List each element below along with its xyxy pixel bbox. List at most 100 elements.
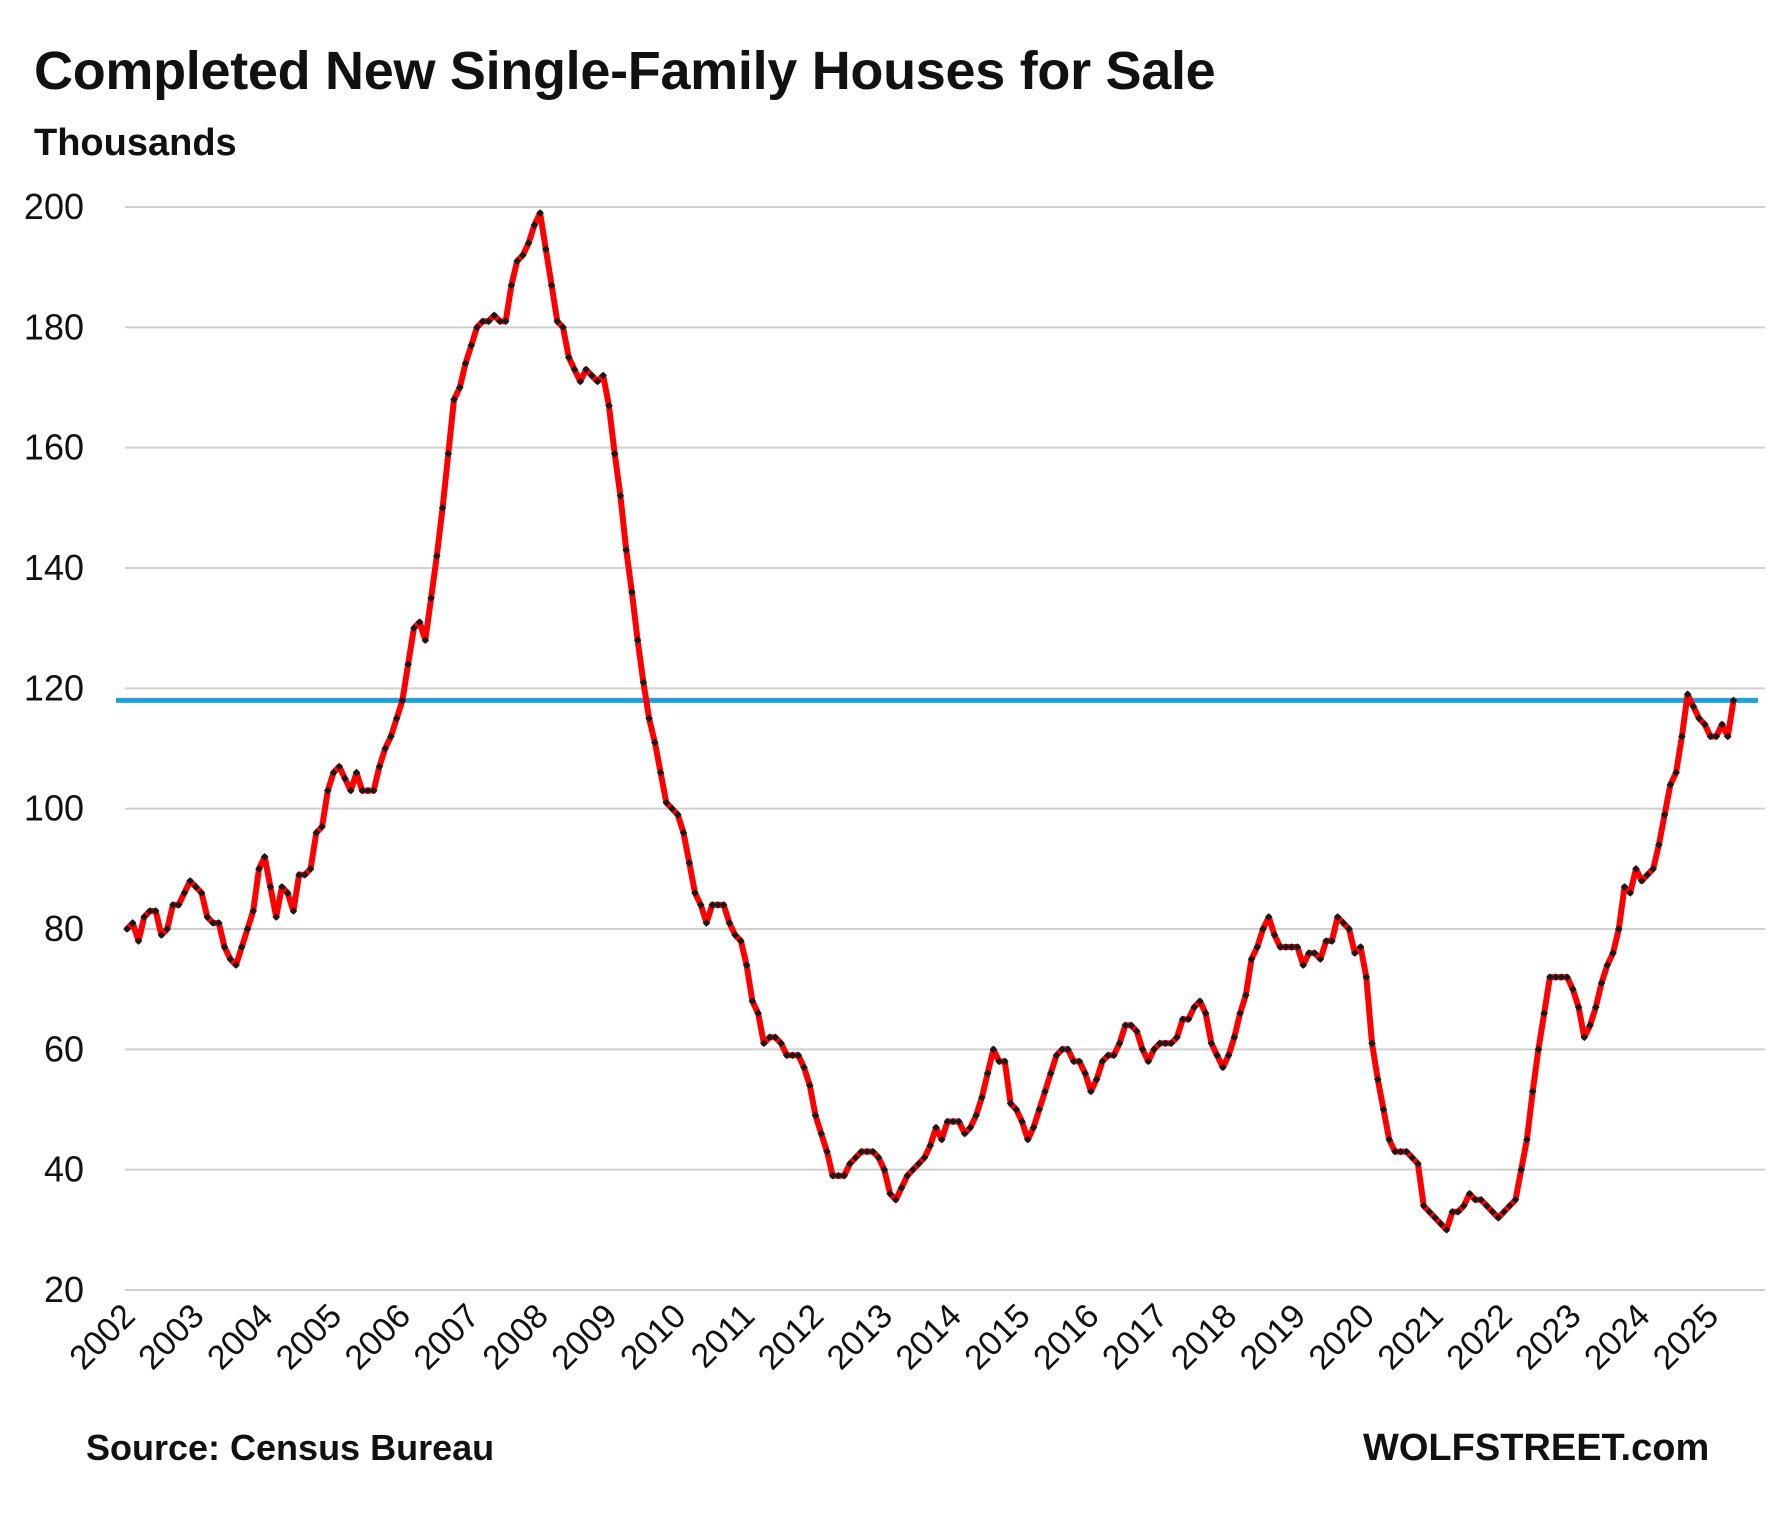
data-point [180, 889, 189, 897]
data-point [725, 919, 734, 927]
y-axis-ticks: 20 40 60 80 100 120 140 160 180 200 [24, 186, 84, 1310]
y-tick-label: 80 [44, 908, 84, 949]
data-point [869, 1147, 877, 1156]
data-point [1528, 1087, 1537, 1096]
data-point [306, 865, 315, 873]
grid-lines [125, 206, 1765, 1291]
data-point [857, 1147, 866, 1156]
data-point [783, 1051, 791, 1060]
data-point [232, 961, 240, 969]
data-point [1701, 720, 1709, 729]
data-point [1523, 1135, 1531, 1144]
data-point [1632, 865, 1640, 873]
data-point [599, 371, 608, 380]
data-point [260, 853, 269, 861]
x-tick-label: 2009 [544, 1297, 624, 1377]
data-point [1431, 1214, 1439, 1222]
data-point [874, 1153, 883, 1162]
data-point [1069, 1057, 1078, 1066]
data-point [519, 251, 527, 259]
data-point [1115, 1039, 1124, 1048]
chart-subtitle: Thousands [34, 122, 237, 164]
series-line [124, 210, 1737, 1233]
data-point [731, 931, 739, 939]
data-point [846, 1159, 854, 1168]
data-point [1465, 1189, 1474, 1198]
data-point [151, 907, 160, 915]
x-tick-label: 2021 [1370, 1297, 1450, 1377]
data-point [507, 281, 516, 290]
data-point [1494, 1214, 1503, 1222]
data-point [587, 371, 596, 380]
data-point [1626, 889, 1635, 897]
data-point [1270, 931, 1279, 939]
data-point [1075, 1057, 1084, 1066]
chart-title: Completed New Single-Family Houses for S… [34, 41, 1216, 101]
data-point [1373, 1075, 1382, 1084]
data-point [1081, 1069, 1089, 1078]
x-tick-label: 2019 [1233, 1297, 1313, 1377]
data-point [949, 1117, 957, 1126]
data-point [1127, 1021, 1135, 1030]
data-point [1368, 1039, 1376, 1048]
data-point [570, 365, 579, 374]
data-point [1121, 1021, 1130, 1030]
data-point [760, 1039, 768, 1048]
data-point [249, 907, 258, 915]
y-tick-label: 140 [24, 547, 84, 588]
data-point [1264, 913, 1273, 921]
data-point [134, 937, 143, 945]
series-layer [123, 209, 1738, 1234]
data-point [1356, 943, 1365, 951]
data-point [375, 762, 384, 771]
data-point [1729, 696, 1738, 705]
data-point [301, 871, 309, 879]
x-tick-label: 2015 [957, 1297, 1037, 1377]
data-point [1345, 925, 1353, 933]
data-point [1609, 949, 1617, 957]
data-point [1408, 1153, 1416, 1162]
data-point [547, 281, 556, 290]
data-point [639, 678, 648, 687]
data-point [610, 449, 619, 458]
data-point [1167, 1039, 1176, 1048]
x-tick-label: 2011 [684, 1297, 763, 1376]
data-point [1138, 1045, 1147, 1054]
data-point [582, 365, 590, 374]
x-tick-label: 2020 [1302, 1297, 1382, 1377]
data-point [169, 901, 177, 909]
data-point [1155, 1039, 1164, 1048]
brand-watermark: WOLFSTREET.com [1363, 1427, 1710, 1469]
data-point [1064, 1045, 1072, 1054]
data-point [157, 931, 166, 939]
data-point [863, 1147, 871, 1156]
data-point [1196, 997, 1204, 1005]
y-tick-label: 100 [24, 788, 84, 829]
y-tick-label: 40 [44, 1149, 84, 1190]
data-point [1689, 702, 1698, 711]
data-point [1557, 973, 1566, 981]
data-point [880, 1165, 889, 1174]
data-point [1460, 1201, 1468, 1210]
data-point [450, 395, 458, 404]
data-point [656, 768, 665, 777]
data-point [1287, 943, 1296, 951]
data-point [1110, 1051, 1118, 1060]
data-point [421, 636, 430, 644]
data-point [1505, 1201, 1514, 1210]
data-point [455, 383, 464, 392]
data-point [708, 901, 717, 909]
data-point [473, 323, 481, 332]
data-point [1041, 1087, 1049, 1096]
data-point [1592, 1003, 1600, 1012]
data-point [1333, 913, 1342, 921]
x-tick-label: 2016 [1026, 1297, 1106, 1377]
x-tick-label: 2012 [751, 1297, 831, 1377]
data-point [278, 883, 286, 891]
data-point [1471, 1195, 1480, 1204]
data-point [1242, 991, 1250, 999]
data-point [668, 804, 676, 813]
data-point [1402, 1147, 1411, 1156]
data-point [1620, 883, 1629, 891]
